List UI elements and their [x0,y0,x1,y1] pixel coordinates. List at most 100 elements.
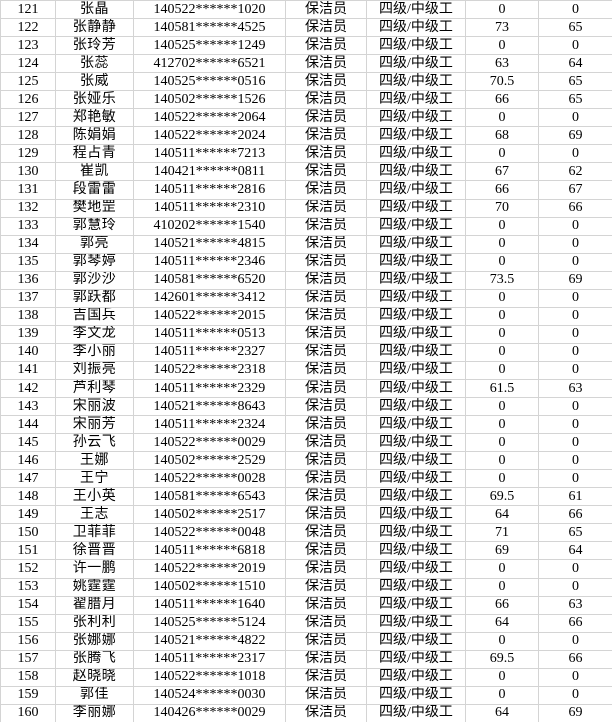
cell-id-number[interactable]: 140502******2529 [134,452,286,471]
cell-row-number[interactable]: 125 [1,73,56,92]
cell-level[interactable]: 四级/中级工 [367,686,466,705]
cell-name[interactable]: 张蕊 [56,55,134,74]
cell-name[interactable]: 姚霆霆 [56,578,134,597]
cell-row-number[interactable]: 141 [1,361,56,380]
cell-position[interactable]: 保洁员 [286,416,367,435]
cell-position[interactable]: 保洁员 [286,506,367,525]
cell-position[interactable]: 保洁员 [286,632,367,651]
cell-row-number[interactable]: 133 [1,217,56,236]
cell-score1[interactable]: 0 [466,632,539,651]
cell-row-number[interactable]: 155 [1,614,56,633]
cell-score2[interactable]: 69 [539,704,612,722]
cell-score1[interactable]: 0 [466,235,539,254]
cell-id-number[interactable]: 140511******2816 [134,181,286,200]
cell-position[interactable]: 保洁员 [286,614,367,633]
cell-score1[interactable]: 0 [466,343,539,362]
cell-name[interactable]: 郭跃都 [56,289,134,308]
cell-row-number[interactable]: 154 [1,596,56,615]
cell-score2[interactable]: 66 [539,199,612,218]
cell-row-number[interactable]: 148 [1,488,56,507]
cell-row-number[interactable]: 152 [1,560,56,579]
cell-level[interactable]: 四级/中级工 [367,434,466,453]
cell-score2[interactable]: 65 [539,524,612,543]
cell-score1[interactable]: 64 [466,704,539,722]
cell-score2[interactable]: 0 [539,37,612,56]
cell-row-number[interactable]: 157 [1,650,56,669]
cell-row-number[interactable]: 126 [1,91,56,110]
cell-score1[interactable]: 66 [466,596,539,615]
cell-position[interactable]: 保洁员 [286,686,367,705]
cell-score1[interactable]: 68 [466,127,539,146]
cell-row-number[interactable]: 143 [1,398,56,417]
cell-name[interactable]: 张娅乐 [56,91,134,110]
cell-row-number[interactable]: 139 [1,325,56,344]
cell-name[interactable]: 张腾飞 [56,650,134,669]
cell-id-number[interactable]: 140581******6543 [134,488,286,507]
cell-position[interactable]: 保洁员 [286,434,367,453]
cell-position[interactable]: 保洁员 [286,91,367,110]
cell-score1[interactable]: 69 [466,542,539,561]
cell-name[interactable]: 张威 [56,73,134,92]
cell-score1[interactable]: 0 [466,289,539,308]
cell-name[interactable]: 李小丽 [56,343,134,362]
cell-score1[interactable]: 0 [466,253,539,272]
cell-id-number[interactable]: 140511******2317 [134,650,286,669]
cell-score1[interactable]: 69.5 [466,488,539,507]
cell-id-number[interactable]: 140426******0029 [134,704,286,722]
cell-position[interactable]: 保洁员 [286,379,367,399]
cell-name[interactable]: 张晶 [56,1,134,20]
cell-score2[interactable]: 0 [539,1,612,20]
cell-row-number[interactable]: 151 [1,542,56,561]
cell-id-number[interactable]: 140421******0811 [134,163,286,182]
cell-name[interactable]: 郑艳敏 [56,109,134,128]
cell-level[interactable]: 四级/中级工 [367,542,466,561]
cell-id-number[interactable]: 140525******1249 [134,37,286,56]
cell-level[interactable]: 四级/中级工 [367,55,466,74]
cell-level[interactable]: 四级/中级工 [367,1,466,20]
cell-id-number[interactable]: 140502******2517 [134,506,286,525]
cell-level[interactable]: 四级/中级工 [367,668,466,687]
cell-id-number[interactable]: 140522******0028 [134,470,286,489]
cell-id-number[interactable]: 140511******7213 [134,145,286,164]
cell-score2[interactable]: 0 [539,109,612,128]
cell-name[interactable]: 吉国兵 [56,307,134,326]
cell-score1[interactable]: 0 [466,560,539,579]
cell-position[interactable]: 保洁员 [286,361,367,380]
cell-id-number[interactable]: 140522******1020 [134,1,286,20]
cell-row-number[interactable]: 140 [1,343,56,362]
cell-score2[interactable]: 66 [539,506,612,525]
cell-name[interactable]: 段雷雷 [56,181,134,200]
cell-level[interactable]: 四级/中级工 [367,235,466,254]
cell-level[interactable]: 四级/中级工 [367,37,466,56]
cell-row-number[interactable]: 138 [1,307,56,326]
cell-position[interactable]: 保洁员 [286,307,367,326]
cell-score2[interactable]: 0 [539,398,612,417]
cell-name[interactable]: 郭亮 [56,235,134,254]
cell-score2[interactable]: 0 [539,289,612,308]
cell-score2[interactable]: 61 [539,488,612,507]
cell-name[interactable]: 王宁 [56,470,134,489]
cell-name[interactable]: 徐晋晋 [56,542,134,561]
cell-score2[interactable]: 62 [539,163,612,182]
cell-score1[interactable]: 61.5 [466,379,539,399]
cell-position[interactable]: 保洁员 [286,704,367,722]
cell-level[interactable]: 四级/中级工 [367,73,466,92]
cell-score1[interactable]: 0 [466,217,539,236]
cell-score1[interactable]: 0 [466,325,539,344]
cell-level[interactable]: 四级/中级工 [367,325,466,344]
cell-position[interactable]: 保洁员 [286,596,367,615]
cell-position[interactable]: 保洁员 [286,452,367,471]
cell-level[interactable]: 四级/中级工 [367,361,466,380]
cell-level[interactable]: 四级/中级工 [367,416,466,435]
cell-score2[interactable]: 0 [539,578,612,597]
cell-id-number[interactable]: 140511******0513 [134,325,286,344]
cell-row-number[interactable]: 123 [1,37,56,56]
cell-row-number[interactable]: 149 [1,506,56,525]
cell-level[interactable]: 四级/中级工 [367,398,466,417]
cell-level[interactable]: 四级/中级工 [367,524,466,543]
cell-row-number[interactable]: 144 [1,416,56,435]
cell-position[interactable]: 保洁员 [286,73,367,92]
cell-score1[interactable]: 73 [466,19,539,38]
cell-row-number[interactable]: 147 [1,470,56,489]
cell-score2[interactable]: 66 [539,614,612,633]
